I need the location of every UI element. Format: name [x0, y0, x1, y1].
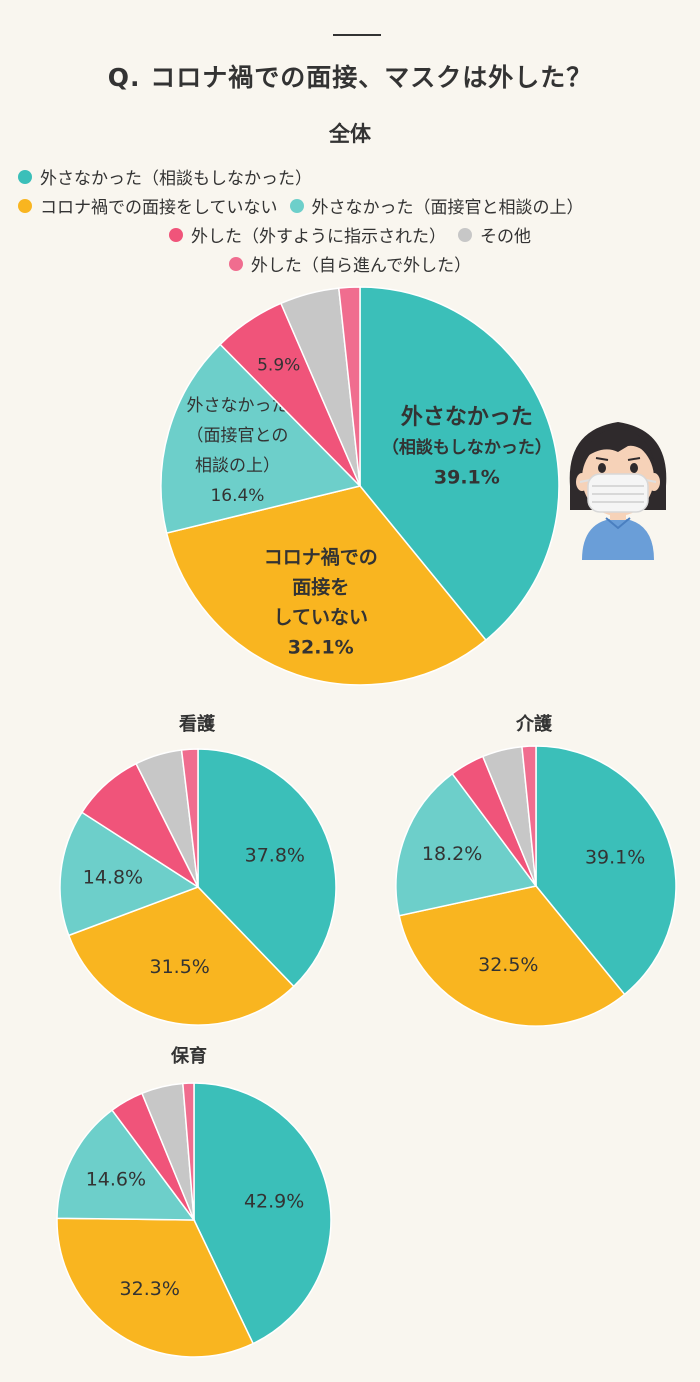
pie-chart-overall: 外さなかった （相談もしなかった） 39.1% コロナ禍での面接をしていない 32.1%… — [160, 286, 560, 686]
pie-chart-nursing: 37.8% 31.5% 14.8% — [59, 748, 337, 1026]
pie-slice — [56, 1217, 255, 1358]
pie-title-nursing: 看護 — [179, 714, 215, 735]
masked-girl-icon — [569, 422, 667, 560]
pie-slice-label: 外さなかった — [401, 404, 533, 430]
pie-slice-label: 面接を — [292, 576, 349, 598]
pie-slice — [197, 748, 337, 988]
legend-label: 外した（外すように指示された） — [191, 227, 446, 247]
pie-slice — [535, 745, 677, 996]
pie-slice — [59, 811, 200, 937]
legend-item: 外した（外すように指示された） — [169, 222, 446, 247]
pie-slice-label: 14.6% — [86, 1169, 146, 1191]
pie-slice — [395, 772, 538, 917]
legend-label: 外した（自ら進んで外した） — [250, 256, 472, 276]
pie-slice — [337, 286, 361, 487]
legend: 外さなかった（相談もしなかった） コロナ禍での面接をしていない 外さなかった（面… — [0, 162, 700, 278]
pie-slice-label: 14.8% — [83, 866, 143, 888]
pie-slice-label: 39.1% — [585, 846, 645, 868]
pie-slice-label: 32.3% — [120, 1278, 180, 1300]
legend-swatch — [169, 227, 183, 242]
pie-slice — [165, 485, 487, 686]
legend-swatch — [18, 198, 32, 213]
pie-chart-childcare: 42.9% 32.3% 14.6% — [56, 1082, 332, 1358]
legend-row: 外した（自ら進んで外した） — [0, 249, 700, 278]
legend-label: その他 — [480, 227, 531, 247]
pie-chart-care: 39.1% 32.5% 18.2% — [395, 745, 677, 1027]
legend-swatch — [458, 227, 472, 242]
pie-slice — [193, 1082, 332, 1345]
pie-slice — [359, 286, 560, 642]
legend-swatch — [289, 198, 304, 213]
pie-slice-label: 外さなかった — [186, 396, 288, 416]
pie-slice-label: 37.8% — [245, 845, 305, 867]
pie-slice-label: 32.5% — [478, 954, 538, 976]
overall-subtitle: 全体 — [329, 122, 371, 146]
pie-slice-label: 42.9% — [244, 1190, 304, 1212]
legend-row: 外した（外すように指示された） その他 — [0, 220, 700, 249]
pie-slice-label: 16.4% — [210, 486, 264, 506]
legend-label: 外さなかった（面接官と相談の上） — [311, 198, 584, 218]
question-title: Q. コロナ禍での面接、マスクは外した？ — [107, 63, 593, 92]
pie-slice-label: 39.1% — [434, 466, 500, 488]
legend-label: 外さなかった（相談もしなかった） — [40, 169, 312, 189]
legend-item: その他 — [458, 222, 531, 247]
pie-slice — [521, 745, 537, 887]
pie-slice-label: 31.5% — [150, 956, 210, 978]
pie-slice-label: していない — [274, 606, 368, 628]
pie-slice — [180, 748, 199, 888]
pie-title-care: 介護 — [516, 714, 552, 735]
pie-slice-label: 相談の上） — [195, 456, 280, 476]
pie-slice — [56, 1109, 196, 1221]
pie-slice-label: 18.2% — [422, 843, 482, 865]
pie-slice-label: コロナ禍での — [264, 545, 378, 568]
pie-slice-label: 5.9% — [257, 356, 300, 376]
pie-slice-label: （面接官との — [187, 426, 289, 446]
legend-swatch — [228, 256, 243, 271]
legend-swatch — [18, 169, 32, 184]
legend-item: コロナ禍での面接をしていない — [18, 193, 278, 218]
pie-slice — [398, 885, 626, 1027]
pie-slice — [182, 1082, 195, 1221]
legend-row: 外さなかった（相談もしなかった） — [0, 162, 700, 191]
pie-slice — [67, 886, 295, 1026]
legend-label: コロナ禍での面接をしていない — [40, 198, 278, 218]
legend-row: コロナ禍での面接をしていない 外さなかった（面接官と相談の上） — [0, 191, 700, 220]
pie-slice-label: （相談もしなかった） — [382, 437, 552, 458]
pie-slice — [160, 343, 362, 534]
legend-item: 外さなかった（相談もしなかった） — [18, 164, 312, 189]
pie-slice-label: 32.1% — [288, 636, 354, 658]
top-rule — [333, 34, 381, 36]
legend-item: 外した（自ら進んで外した） — [228, 251, 472, 276]
legend-item: 外さなかった（面接官と相談の上） — [289, 193, 584, 218]
pie-title-childcare: 保育 — [171, 1046, 207, 1067]
